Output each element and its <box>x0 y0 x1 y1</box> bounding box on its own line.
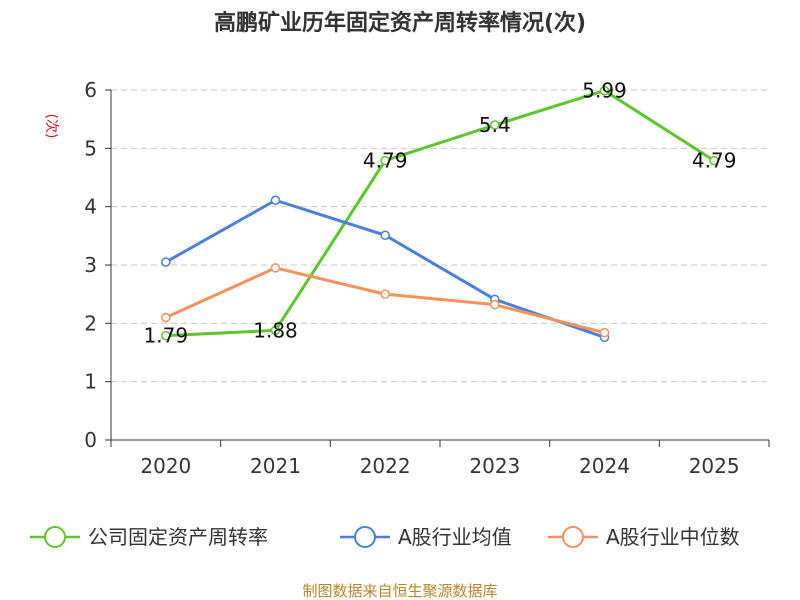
legend-label: A股行业均值 <box>398 525 512 549</box>
x-tick-label: 2025 <box>689 454 740 478</box>
data-point <box>490 299 500 310</box>
y-tick-label: 1 <box>84 370 97 394</box>
data-point <box>599 85 610 96</box>
data-point <box>161 330 171 341</box>
series-3 <box>161 263 610 338</box>
data-label: 4.79 <box>363 149 408 173</box>
data-labels: 1.79 1.88 4.79 5.4 5.99 4.79 <box>144 79 737 348</box>
y-tick-label: 3 <box>84 253 97 277</box>
legend-item-3[interactable]: A股行业中位数 <box>548 525 740 549</box>
legend-item-1[interactable]: 公司固定资产周转率 <box>30 525 268 549</box>
legend-item-2[interactable]: A股行业均值 <box>340 525 512 549</box>
series-line <box>164 89 716 338</box>
data-label: 5.99 <box>582 79 627 103</box>
legend-marker <box>562 526 584 548</box>
x-tick-label: 2020 <box>140 454 191 478</box>
data-point <box>270 195 281 205</box>
axes: 0 1 2 3 4 5 6 2020 2021 2022 2023 2024 2025 <box>84 78 770 478</box>
data-label: 5.4 <box>479 113 511 137</box>
legend-marker <box>354 526 376 548</box>
legend[interactable]: 公司固定资产周转率 A股行业均值 A股行业中位数 <box>30 525 740 549</box>
chart-title: 高鹏矿业历年固定资产周转率情况(次) <box>214 10 586 36</box>
data-point <box>380 230 390 240</box>
data-point <box>161 312 171 323</box>
data-label: 1.88 <box>253 318 298 342</box>
legend-marker <box>44 526 66 548</box>
series-2 <box>161 195 610 343</box>
series-1 <box>161 85 719 341</box>
y-tick-label: 5 <box>84 136 97 160</box>
y-tick-label: 0 <box>84 428 97 452</box>
data-point <box>380 155 390 166</box>
data-point <box>270 263 281 273</box>
x-tick-label: 2024 <box>579 454 630 478</box>
x-tick-label: 2023 <box>469 454 520 478</box>
legend-label: A股行业中位数 <box>606 525 740 549</box>
source-note: 制图数据来自恒生聚源数据库 <box>302 582 497 600</box>
data-point <box>270 325 281 336</box>
data-point <box>161 257 171 267</box>
y-tick-label: 6 <box>84 78 97 102</box>
x-tick-label: 2022 <box>360 454 411 478</box>
data-point <box>599 327 610 338</box>
data-label: 1.79 <box>144 324 189 348</box>
data-point <box>490 120 500 130</box>
data-label: 4.79 <box>692 149 737 173</box>
legend-label: 公司固定资产周转率 <box>88 525 268 549</box>
y-axis-label: (次) <box>43 114 59 139</box>
series-group <box>161 85 719 343</box>
y-tick-label: 4 <box>84 195 97 219</box>
data-point <box>709 155 719 166</box>
y-tick-label: 2 <box>84 311 97 335</box>
data-point <box>380 289 390 299</box>
x-tick-label: 2021 <box>250 454 301 478</box>
